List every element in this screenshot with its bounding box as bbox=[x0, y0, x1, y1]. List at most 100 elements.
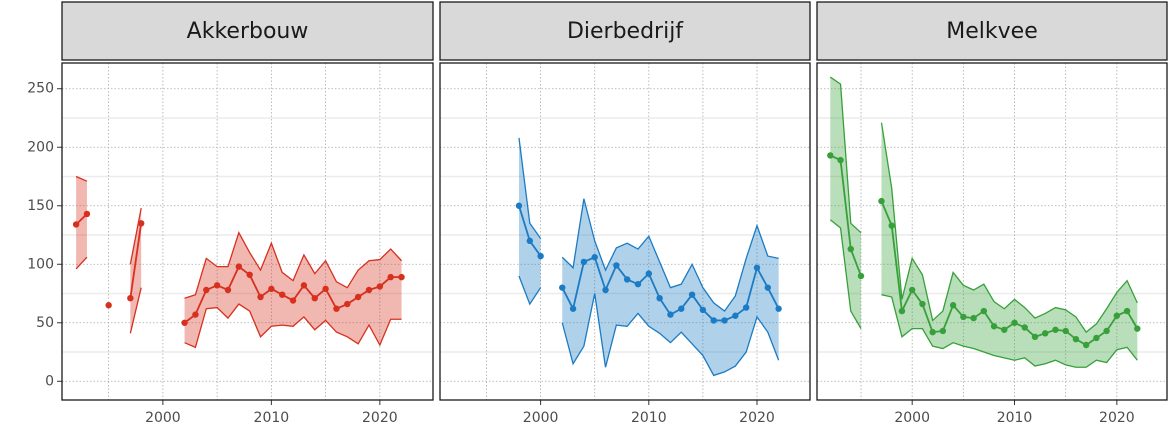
ribbon-edge bbox=[561, 198, 779, 312]
ribbon bbox=[184, 232, 402, 348]
point bbox=[970, 314, 977, 322]
point bbox=[1001, 326, 1008, 333]
point bbox=[878, 197, 885, 205]
point bbox=[344, 300, 351, 308]
line bbox=[829, 154, 862, 277]
point bbox=[137, 220, 145, 227]
ribbon bbox=[562, 198, 779, 376]
point bbox=[591, 254, 598, 261]
point bbox=[678, 305, 685, 312]
line bbox=[129, 223, 143, 299]
point bbox=[656, 294, 663, 302]
x-tick-label: 2020 bbox=[1099, 410, 1135, 426]
point bbox=[949, 302, 957, 309]
ribbon-edge bbox=[829, 76, 862, 234]
point bbox=[613, 262, 620, 269]
point bbox=[667, 311, 674, 318]
point bbox=[72, 221, 80, 228]
point bbox=[602, 286, 609, 294]
x-tick-label: 2010 bbox=[254, 410, 290, 426]
point bbox=[1011, 319, 1018, 326]
x-tick-label: 2000 bbox=[894, 410, 930, 426]
strip-title: Akkerbouw bbox=[187, 19, 309, 44]
point bbox=[1062, 327, 1069, 335]
panel-border bbox=[61, 62, 434, 401]
point bbox=[322, 285, 329, 293]
point bbox=[898, 307, 906, 315]
panel-bg bbox=[817, 63, 1167, 400]
point bbox=[837, 156, 844, 164]
point bbox=[354, 293, 362, 301]
point bbox=[939, 327, 947, 335]
ribbon-edge bbox=[829, 219, 862, 329]
ribbon bbox=[76, 176, 87, 269]
point bbox=[847, 245, 854, 253]
point bbox=[775, 305, 782, 312]
point bbox=[300, 282, 308, 289]
x-tick-label: 2010 bbox=[997, 410, 1033, 426]
point bbox=[732, 312, 739, 319]
point bbox=[203, 286, 210, 294]
point bbox=[1113, 312, 1121, 319]
point bbox=[1093, 334, 1100, 342]
ribbon-edge bbox=[881, 294, 1138, 368]
point bbox=[1082, 341, 1090, 349]
point bbox=[333, 305, 340, 312]
panel-border bbox=[439, 62, 811, 401]
strip-title: Dierbedrijf bbox=[567, 19, 684, 44]
point bbox=[1042, 330, 1049, 337]
point bbox=[688, 291, 696, 298]
point bbox=[857, 272, 865, 280]
point bbox=[257, 293, 264, 301]
point bbox=[1052, 326, 1059, 333]
point bbox=[1103, 327, 1110, 335]
ribbon-edge bbox=[518, 137, 542, 239]
ribbon bbox=[881, 122, 1138, 368]
point bbox=[569, 305, 577, 312]
point bbox=[289, 297, 297, 304]
point bbox=[645, 270, 653, 277]
ribbon-edge bbox=[129, 207, 142, 265]
point bbox=[764, 284, 772, 291]
x-tick-label: 2010 bbox=[631, 410, 667, 426]
strip bbox=[439, 1, 811, 61]
ribbon-edge bbox=[129, 287, 142, 334]
ribbon-edge bbox=[184, 231, 403, 299]
point bbox=[888, 222, 895, 229]
point bbox=[1072, 335, 1080, 343]
point bbox=[960, 313, 967, 321]
point bbox=[990, 323, 998, 330]
point bbox=[537, 252, 544, 260]
point bbox=[105, 302, 112, 309]
point bbox=[919, 300, 926, 308]
point bbox=[268, 285, 275, 293]
point bbox=[515, 202, 523, 209]
point bbox=[827, 152, 834, 159]
point bbox=[699, 306, 707, 314]
strip bbox=[816, 1, 1168, 61]
y-tick-label: 100 bbox=[27, 256, 54, 272]
point bbox=[742, 304, 750, 311]
point bbox=[83, 210, 91, 218]
x-tick-label: 2020 bbox=[362, 410, 398, 426]
point bbox=[311, 294, 318, 302]
point bbox=[235, 263, 243, 270]
y-tick-label: 250 bbox=[27, 81, 54, 97]
point bbox=[710, 317, 717, 324]
point bbox=[634, 280, 642, 288]
point bbox=[623, 276, 631, 283]
point bbox=[279, 291, 286, 298]
point bbox=[224, 286, 232, 294]
point bbox=[526, 237, 533, 245]
point bbox=[127, 294, 134, 302]
point bbox=[721, 317, 728, 324]
ribbon-edge bbox=[75, 256, 88, 270]
ribbon-edge bbox=[184, 303, 402, 349]
point bbox=[908, 286, 916, 294]
x-tick-label: 2000 bbox=[145, 410, 181, 426]
point bbox=[1134, 325, 1141, 332]
panel-bg bbox=[62, 63, 433, 400]
point bbox=[1031, 333, 1039, 341]
x-tick-label: 2000 bbox=[523, 410, 559, 426]
y-tick-label: 0 bbox=[45, 373, 54, 389]
